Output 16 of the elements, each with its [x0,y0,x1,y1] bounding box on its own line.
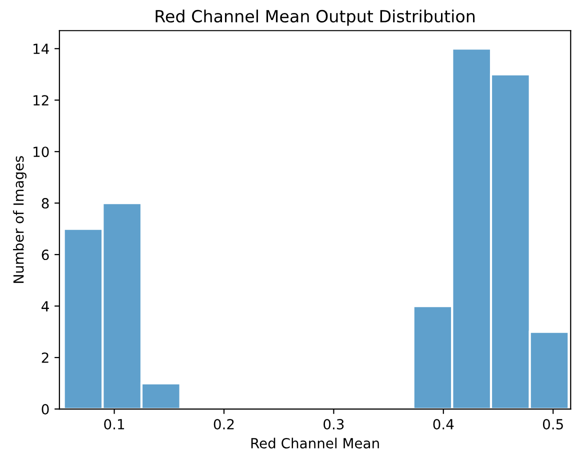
y-tick-label: 10 [34,146,49,158]
y-tick-label: 12 [34,95,48,106]
x-tick-label: 0.5 [542,418,563,430]
x-tick-label: 0.3 [324,418,344,430]
y-tick-label: 4 [42,301,49,312]
y-tick-label: 2 [42,352,48,363]
x-axis-title: Red Channel Mean [251,438,379,448]
y-tick-label: 14 [34,44,49,54]
chart-title: Red Channel Mean Output Distribution [156,10,475,26]
x-tick-label: 0.2 [214,418,234,430]
y-tick-label: 6 [42,250,49,260]
y-tick-label: 0 [42,404,49,414]
x-tick-label: 0.1 [104,418,124,430]
y-tick-label: 8 [42,198,49,209]
y-axis-title: Number of Images [13,156,26,283]
x-tick-label: 0.4 [433,418,454,430]
